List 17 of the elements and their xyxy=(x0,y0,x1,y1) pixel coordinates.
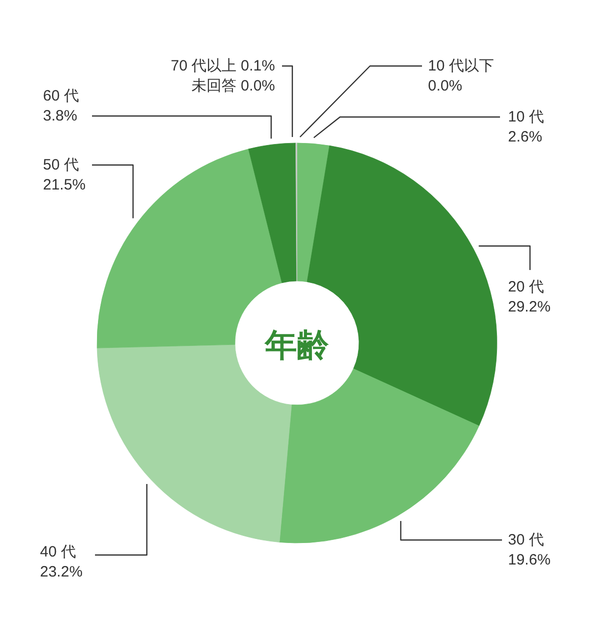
slice-label: 70 代以上 0.1% xyxy=(170,58,275,74)
slice-label: 10 代 xyxy=(508,108,544,126)
data-label: 2.6% xyxy=(508,128,542,146)
data-label: 21.5% xyxy=(43,176,86,194)
slice-label: 30 代 xyxy=(508,532,544,548)
text: 0.0% xyxy=(428,78,462,94)
data-label: 3.8% xyxy=(43,108,78,124)
category-label: 10 代以下 xyxy=(428,58,494,74)
slice-label: 40 代 xyxy=(40,544,76,560)
category-label: 未回答 0.0% xyxy=(192,78,275,94)
text: 年齢 xyxy=(264,326,329,364)
slice-label: 20 代 xyxy=(508,278,544,296)
data-label: 29.2% xyxy=(508,298,551,316)
slice-label: 60 代 xyxy=(43,88,79,104)
slice-label: 50 代 xyxy=(43,156,79,174)
data-label: 23.2% xyxy=(40,564,83,580)
data-label: 19.6% xyxy=(508,552,551,568)
